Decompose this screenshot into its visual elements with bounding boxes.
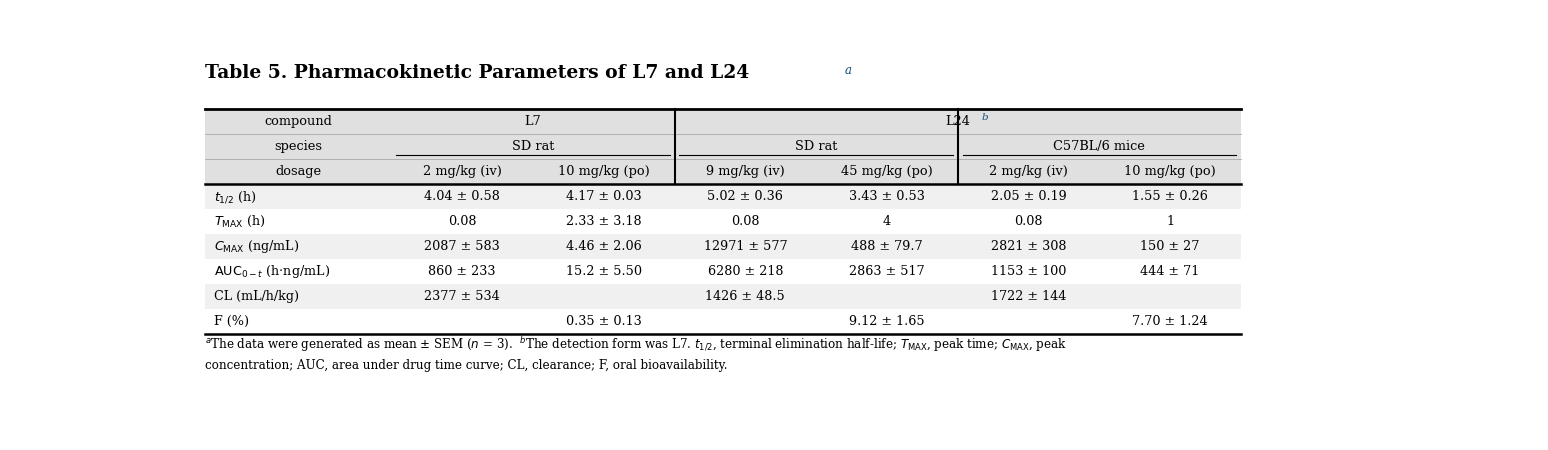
FancyBboxPatch shape — [206, 135, 1241, 159]
Text: 488 ± 79.7: 488 ± 79.7 — [851, 240, 923, 253]
Text: 0.08: 0.08 — [1014, 215, 1043, 228]
Text: a: a — [845, 64, 851, 76]
Text: 2.05 ± 0.19: 2.05 ± 0.19 — [991, 190, 1067, 203]
Text: 4.46 ± 2.06: 4.46 ± 2.06 — [567, 240, 642, 253]
Text: 5.02 ± 0.36: 5.02 ± 0.36 — [707, 190, 783, 203]
Text: SD rat: SD rat — [794, 140, 837, 153]
Text: 12971 ± 577: 12971 ± 577 — [703, 240, 788, 253]
FancyBboxPatch shape — [206, 259, 1241, 284]
Text: $t_{1/2}$ (h): $t_{1/2}$ (h) — [214, 189, 257, 205]
Text: 2087 ± 583: 2087 ± 583 — [424, 240, 500, 253]
Text: L7: L7 — [525, 115, 542, 128]
FancyBboxPatch shape — [206, 234, 1241, 259]
FancyBboxPatch shape — [206, 184, 1241, 209]
Text: 2 mg/kg (iv): 2 mg/kg (iv) — [423, 165, 502, 178]
Text: 2 mg/kg (iv): 2 mg/kg (iv) — [989, 165, 1068, 178]
Text: 860 ± 233: 860 ± 233 — [429, 265, 495, 278]
Text: 6280 ± 218: 6280 ± 218 — [707, 265, 783, 278]
Text: F (%): F (%) — [214, 315, 249, 328]
Text: CL (mL/h/kg): CL (mL/h/kg) — [214, 290, 299, 303]
Text: 4.17 ± 0.03: 4.17 ± 0.03 — [567, 190, 641, 203]
Text: 1153 ± 100: 1153 ± 100 — [991, 265, 1067, 278]
Text: $T_{\rm MAX}$ (h): $T_{\rm MAX}$ (h) — [214, 214, 265, 230]
Text: 0.35 ± 0.13: 0.35 ± 0.13 — [567, 315, 642, 328]
Text: 0.08: 0.08 — [447, 215, 477, 228]
Text: 15.2 ± 5.50: 15.2 ± 5.50 — [567, 265, 642, 278]
Text: compound: compound — [265, 115, 333, 128]
Text: 10 mg/kg (po): 10 mg/kg (po) — [1124, 165, 1215, 178]
Text: 2377 ± 534: 2377 ± 534 — [424, 290, 500, 303]
Text: L24: L24 — [946, 115, 971, 128]
Text: 1: 1 — [1166, 215, 1173, 228]
Text: $C_{\rm MAX}$ (ng/mL): $C_{\rm MAX}$ (ng/mL) — [214, 238, 299, 255]
Text: 150 ± 27: 150 ± 27 — [1141, 240, 1200, 253]
Text: 2.33 ± 3.18: 2.33 ± 3.18 — [567, 215, 641, 228]
FancyBboxPatch shape — [206, 109, 1241, 135]
Text: 7.70 ± 1.24: 7.70 ± 1.24 — [1132, 315, 1207, 328]
Text: 4.04 ± 0.58: 4.04 ± 0.58 — [424, 190, 500, 203]
Text: 2821 ± 308: 2821 ± 308 — [991, 240, 1067, 253]
Text: SD rat: SD rat — [512, 140, 554, 153]
Text: 1426 ± 48.5: 1426 ± 48.5 — [706, 290, 785, 303]
Text: C57BL/6 mice: C57BL/6 mice — [1053, 140, 1146, 153]
Text: 3.43 ± 0.53: 3.43 ± 0.53 — [848, 190, 924, 203]
Text: 45 mg/kg (po): 45 mg/kg (po) — [841, 165, 933, 178]
Text: 10 mg/kg (po): 10 mg/kg (po) — [557, 165, 650, 178]
Text: 444 ± 71: 444 ± 71 — [1141, 265, 1200, 278]
Text: species: species — [274, 140, 322, 153]
Text: 9.12 ± 1.65: 9.12 ± 1.65 — [850, 315, 924, 328]
Text: 4: 4 — [882, 215, 892, 228]
Text: $^a$The data were generated as mean $\pm$ SEM ($n$ = 3).  $^b$The detection form: $^a$The data were generated as mean $\pm… — [206, 335, 1067, 354]
FancyBboxPatch shape — [206, 159, 1241, 184]
FancyBboxPatch shape — [206, 209, 1241, 234]
Text: 1.55 ± 0.26: 1.55 ± 0.26 — [1132, 190, 1207, 203]
Text: Table 5. Pharmacokinetic Parameters of L7 and L24: Table 5. Pharmacokinetic Parameters of L… — [206, 64, 749, 82]
Text: b: b — [981, 113, 988, 122]
Text: 2863 ± 517: 2863 ± 517 — [850, 265, 924, 278]
FancyBboxPatch shape — [206, 309, 1241, 334]
Text: dosage: dosage — [276, 165, 322, 178]
Text: 1722 ± 144: 1722 ± 144 — [991, 290, 1067, 303]
FancyBboxPatch shape — [206, 284, 1241, 309]
Text: 0.08: 0.08 — [731, 215, 760, 228]
Text: ${\rm AUC}_{0-t}$ (h$\cdot$ng/mL): ${\rm AUC}_{0-t}$ (h$\cdot$ng/mL) — [214, 263, 330, 280]
Text: concentration; AUC, area under drug time curve; CL, clearance; F, oral bioavaila: concentration; AUC, area under drug time… — [206, 359, 728, 372]
Text: 9 mg/kg (iv): 9 mg/kg (iv) — [706, 165, 785, 178]
